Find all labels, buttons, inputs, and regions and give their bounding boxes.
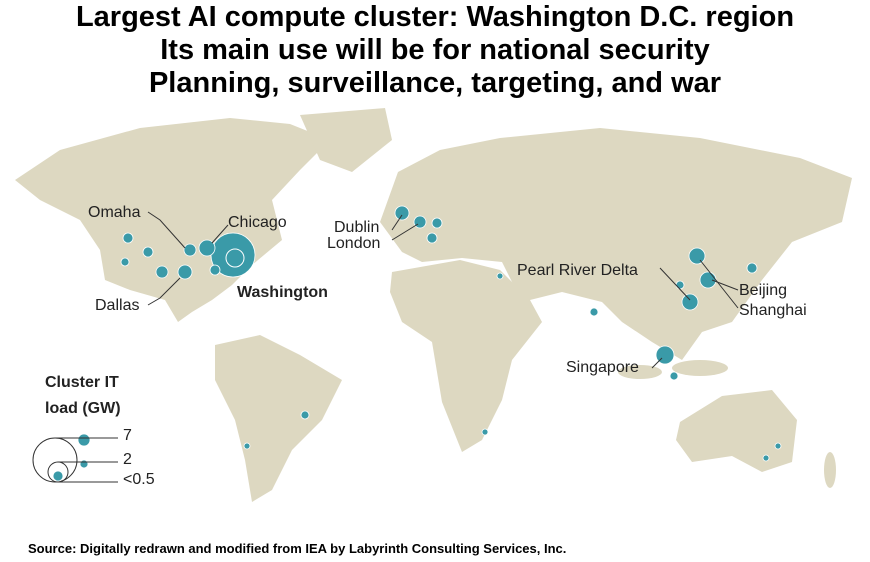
cluster-bubble	[225, 248, 245, 268]
cluster-bubble	[688, 247, 706, 265]
greenland	[300, 108, 392, 172]
cluster-bubble	[120, 257, 130, 267]
city-label: Pearl River Delta	[517, 262, 638, 279]
leader-lines	[147, 211, 739, 369]
north-america	[15, 118, 330, 322]
cluster-bubble	[122, 232, 134, 244]
island	[672, 360, 728, 376]
cluster-bubble	[675, 280, 685, 290]
australia	[676, 390, 797, 472]
cluster-bubble	[681, 293, 699, 311]
cluster-bubble	[142, 246, 154, 258]
legend: Cluster IT load (GW) 7 2 <0.5	[32, 374, 155, 488]
africa	[390, 260, 542, 452]
eurasia	[380, 128, 852, 360]
cluster-bubble	[496, 272, 504, 280]
legend-title: Cluster IT	[45, 374, 119, 391]
cluster-bubble	[243, 442, 251, 450]
cluster-bubble	[394, 205, 410, 221]
legend-label: 2	[123, 451, 132, 468]
cluster-bubble	[669, 371, 679, 381]
city-label: Singapore	[566, 359, 639, 376]
island	[386, 200, 400, 224]
island	[618, 365, 662, 379]
legend-dot	[79, 459, 89, 469]
legend-dot	[52, 470, 64, 482]
cluster-bubble	[431, 217, 443, 229]
city-label: Shanghai	[739, 302, 807, 319]
world-map	[15, 108, 852, 502]
city-label: Dallas	[95, 297, 139, 314]
city-label: Dublin	[334, 219, 379, 236]
cluster-bubble	[774, 442, 782, 450]
cluster-bubble	[762, 454, 770, 462]
cluster-bubble	[300, 410, 310, 420]
cluster-bubble	[155, 265, 169, 279]
cluster-bubble	[589, 307, 599, 317]
city-label: Chicago	[228, 214, 287, 231]
cluster-bubble	[209, 264, 221, 276]
legend-label: 7	[123, 427, 132, 444]
city-label: Omaha	[88, 204, 141, 221]
legend-label: <0.5	[123, 471, 155, 488]
city-label: Washington	[237, 284, 328, 301]
cluster-bubble	[183, 243, 197, 257]
title-line: Its main use will be for national securi…	[160, 34, 710, 66]
south-america	[215, 335, 342, 502]
title-line: Planning, surveillance, targeting, and w…	[149, 67, 721, 99]
legend-dot	[77, 433, 91, 447]
cluster-bubble	[413, 215, 427, 229]
city-label: Beijing	[739, 282, 787, 299]
cluster-bubble	[699, 271, 717, 289]
island	[824, 452, 836, 488]
source-note: Source: Digitally redrawn and modified f…	[28, 541, 566, 556]
clusters	[120, 205, 782, 462]
cluster-bubble	[481, 428, 489, 436]
city-label: London	[327, 235, 380, 252]
cluster-bubble	[198, 239, 216, 257]
cluster-bubble	[177, 264, 193, 280]
cluster-bubble	[746, 262, 758, 274]
title-line: Largest AI compute cluster: Washington D…	[76, 1, 794, 33]
cluster-bubble	[426, 232, 438, 244]
legend-title: load (GW)	[45, 400, 121, 417]
